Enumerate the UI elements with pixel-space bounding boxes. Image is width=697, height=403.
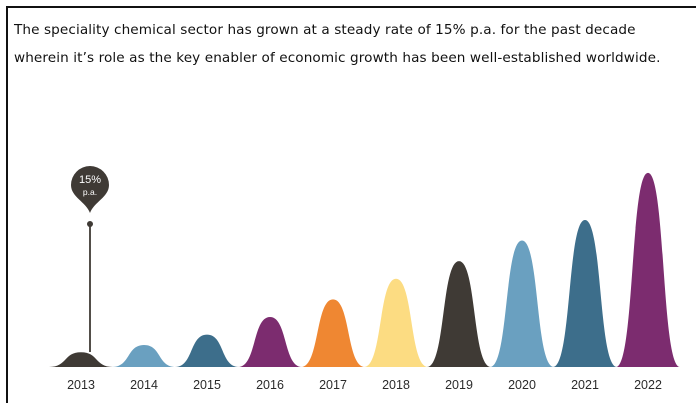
peak-2022 xyxy=(616,172,680,367)
pin-rate-unit: p.a. xyxy=(83,187,97,197)
x-tick-label-2019: 2019 xyxy=(445,378,473,392)
x-tick-label-2016: 2016 xyxy=(256,378,284,392)
chart-frame xyxy=(6,6,696,403)
peak-2020 xyxy=(490,240,554,367)
peak-2016 xyxy=(238,317,302,367)
peak-2017 xyxy=(301,299,365,367)
pin-rate-value: 15% xyxy=(79,174,101,186)
x-tick-label-2020: 2020 xyxy=(508,378,536,392)
x-tick-label-2021: 2021 xyxy=(571,378,599,392)
headline-line-1: The speciality chemical sector has grown… xyxy=(14,22,636,38)
x-tick-label-2018: 2018 xyxy=(382,378,410,392)
peak-2019 xyxy=(427,261,491,367)
peak-2021 xyxy=(553,219,617,367)
headline-line-2: wherein it’s role as the key enabler of … xyxy=(14,50,661,66)
chart-headline: The speciality chemical sector has grown… xyxy=(14,16,694,72)
peak-2015 xyxy=(175,334,239,367)
pin-anchor-dot xyxy=(87,221,93,227)
peak-2018 xyxy=(364,278,428,367)
peak-series xyxy=(49,172,680,367)
pin-marker xyxy=(71,166,109,213)
growth-rate-pin: 15% p.a. xyxy=(71,166,109,352)
x-tick-label-2022: 2022 xyxy=(634,378,662,392)
x-tick-label-2017: 2017 xyxy=(319,378,347,392)
x-tick-label-2014: 2014 xyxy=(130,378,158,392)
peak-2013 xyxy=(49,352,113,367)
peak-2014 xyxy=(112,344,176,367)
x-axis-labels: 2013 2014 2015 2016 2017 2018 2019 2020 2021 2022 xyxy=(67,378,662,392)
x-tick-label-2015: 2015 xyxy=(193,378,221,392)
x-tick-label-2013: 2013 xyxy=(67,378,95,392)
